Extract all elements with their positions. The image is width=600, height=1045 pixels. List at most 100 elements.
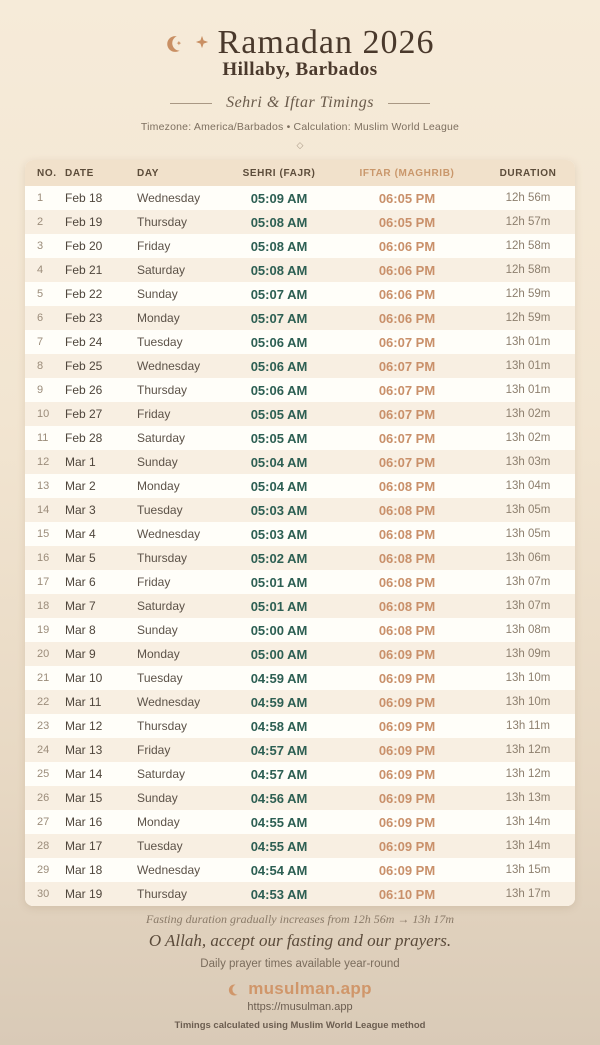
- sehri-time-cell: 04:53 AM: [250, 886, 308, 902]
- day-cell: Wednesday: [137, 695, 201, 709]
- day-cell: Thursday: [137, 383, 188, 397]
- sehri-time-cell: 05:08 AM: [250, 214, 308, 230]
- sehri-time-cell: 05:08 AM: [250, 238, 308, 254]
- day-cell: Monday: [137, 647, 180, 661]
- iftar-time-cell: 06:07 PM: [378, 406, 436, 422]
- day-cell: Monday: [137, 815, 180, 829]
- subtitle-row: Sehri & Iftar Timings: [0, 94, 600, 112]
- date-cell: Feb 26: [65, 383, 103, 397]
- duration-cell: 13h 12m: [505, 768, 551, 780]
- sehri-time-cell: 04:59 AM: [250, 670, 308, 686]
- date-cell: Mar 1: [65, 455, 96, 469]
- iftar-time-cell: 06:06 PM: [378, 262, 436, 278]
- row-number-cell: 20: [37, 648, 50, 660]
- sehri-time-cell: 04:59 AM: [250, 694, 308, 710]
- title-row: Ramadan 2026: [0, 24, 600, 62]
- sehri-time-cell: 05:09 AM: [250, 190, 308, 206]
- duration-cell: 12h 59m: [505, 312, 551, 324]
- table-row: 16 Mar 5 Thursday 05:02 AM 06:08 PM 13h …: [25, 546, 575, 570]
- duration-cell: 13h 02m: [505, 432, 551, 444]
- date-cell: Mar 7: [65, 599, 96, 613]
- iftar-time-cell: 06:07 PM: [378, 334, 436, 350]
- duration-cell: 13h 01m: [505, 384, 551, 396]
- date-cell: Feb 24: [65, 335, 103, 349]
- iftar-time-cell: 06:07 PM: [378, 454, 436, 470]
- duration-cell: 13h 04m: [505, 480, 551, 492]
- date-cell: Mar 11: [65, 695, 102, 709]
- row-number-cell: 3: [37, 240, 44, 252]
- brand-url[interactable]: https://musulman.app: [247, 1001, 353, 1013]
- table-row: 8 Feb 25 Wednesday 05:06 AM 06:07 PM 13h…: [25, 354, 575, 378]
- duration-cell: 13h 15m: [505, 864, 551, 876]
- row-number-cell: 7: [37, 336, 44, 348]
- table-row: 11 Feb 28 Saturday 05:05 AM 06:07 PM 13h…: [25, 426, 575, 450]
- date-cell: Feb 28: [65, 431, 103, 445]
- sehri-time-cell: 05:01 AM: [250, 574, 308, 590]
- date-cell: Mar 10: [65, 671, 103, 685]
- table-row: 6 Feb 23 Monday 05:07 AM 06:06 PM 12h 59…: [25, 306, 575, 330]
- sehri-time-cell: 04:56 AM: [250, 790, 308, 806]
- brand-crescent-moon-icon: [228, 983, 242, 997]
- duration-cell: 13h 03m: [505, 456, 551, 468]
- iftar-time-cell: 06:10 PM: [378, 886, 436, 902]
- iftar-time-cell: 06:08 PM: [378, 574, 436, 590]
- duration-cell: 13h 09m: [505, 648, 551, 660]
- page-title: Ramadan 2026: [217, 24, 435, 61]
- day-cell: Wednesday: [137, 359, 201, 373]
- table-row: 12 Mar 1 Sunday 05:04 AM 06:07 PM 13h 03…: [25, 450, 575, 474]
- brand-link[interactable]: musulman.app: [0, 979, 600, 999]
- iftar-time-cell: 06:09 PM: [378, 790, 436, 806]
- date-cell: Feb 19: [65, 215, 103, 229]
- sehri-time-cell: 04:54 AM: [250, 862, 308, 878]
- calculation-method-note: Timings calculated using Muslim World Le…: [174, 1020, 426, 1031]
- row-number-cell: 12: [37, 456, 50, 468]
- duration-cell: 13h 06m: [505, 552, 551, 564]
- iftar-time-cell: 06:08 PM: [378, 598, 436, 614]
- sehri-time-cell: 05:04 AM: [250, 478, 308, 494]
- sehri-time-cell: 05:01 AM: [250, 598, 308, 614]
- table-row: 13 Mar 2 Monday 05:04 AM 06:08 PM 13h 04…: [25, 474, 575, 498]
- iftar-time-cell: 06:09 PM: [378, 694, 436, 710]
- iftar-time-cell: 06:09 PM: [378, 646, 436, 662]
- iftar-time-cell: 06:05 PM: [378, 214, 436, 230]
- duration-cell: 13h 07m: [505, 576, 551, 588]
- sehri-time-cell: 05:06 AM: [250, 358, 308, 374]
- iftar-time-cell: 06:08 PM: [378, 478, 436, 494]
- timetable-header: NO. DATE DAY SEHRI (FAJR) IFTAR (MAGHRIB…: [25, 160, 575, 186]
- iftar-time-cell: 06:06 PM: [378, 310, 436, 326]
- row-number-cell: 4: [37, 264, 44, 276]
- date-cell: Mar 6: [65, 575, 96, 589]
- table-row: 1 Feb 18 Wednesday 05:09 AM 06:05 PM 12h…: [25, 186, 575, 210]
- table-row: 18 Mar 7 Saturday 05:01 AM 06:08 PM 13h …: [25, 594, 575, 618]
- divider-line-left: [170, 102, 213, 104]
- table-row: 20 Mar 9 Monday 05:00 AM 06:09 PM 13h 09…: [25, 642, 575, 666]
- sehri-time-cell: 04:55 AM: [250, 838, 308, 854]
- col-header-day: DAY: [137, 160, 225, 186]
- date-cell: Mar 14: [65, 767, 103, 781]
- day-cell: Sunday: [137, 287, 178, 301]
- availability-note: Daily prayer times available year-round: [200, 958, 400, 970]
- sehri-time-cell: 05:04 AM: [250, 454, 308, 470]
- iftar-time-cell: 06:08 PM: [378, 502, 436, 518]
- duration-cell: 12h 57m: [505, 216, 551, 228]
- table-row: 23 Mar 12 Thursday 04:58 AM 06:09 PM 13h…: [25, 714, 575, 738]
- iftar-time-cell: 06:09 PM: [378, 670, 436, 686]
- date-cell: Feb 20: [65, 239, 103, 253]
- iftar-time-cell: 06:08 PM: [378, 526, 436, 542]
- date-cell: Mar 12: [65, 719, 103, 733]
- iftar-time-cell: 06:09 PM: [378, 766, 436, 782]
- sehri-time-cell: 04:57 AM: [250, 766, 308, 782]
- date-cell: Mar 17: [65, 839, 103, 853]
- row-number-cell: 11: [37, 432, 49, 444]
- iftar-time-cell: 06:09 PM: [378, 862, 436, 878]
- row-number-cell: 15: [37, 528, 50, 540]
- day-cell: Friday: [137, 575, 171, 589]
- duration-cell: 13h 02m: [505, 408, 551, 420]
- table-row: 22 Mar 11 Wednesday 04:59 AM 06:09 PM 13…: [25, 690, 575, 714]
- iftar-time-cell: 06:09 PM: [378, 814, 436, 830]
- date-cell: Mar 5: [65, 551, 96, 565]
- day-cell: Monday: [137, 479, 180, 493]
- row-number-cell: 24: [37, 744, 50, 756]
- row-number-cell: 22: [37, 696, 50, 708]
- row-number-cell: 1: [37, 192, 44, 204]
